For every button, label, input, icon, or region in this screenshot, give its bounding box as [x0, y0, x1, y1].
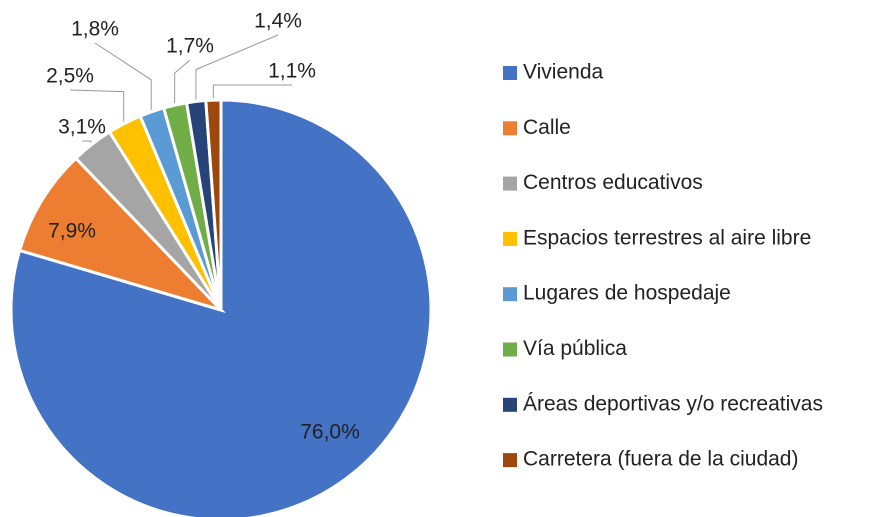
legend-label: Lugares de hospedaje [523, 282, 731, 305]
leader-line [195, 34, 279, 100]
legend-label: Vía pública [523, 337, 627, 360]
legend-swatch [503, 231, 517, 246]
legend-label: Áreas deportivas y/o recreativas [523, 392, 823, 415]
legend-label: Carretera (fuera de la ciudad) [523, 448, 798, 471]
pie-slice [17, 156, 226, 314]
data-label: 76,0% [300, 421, 360, 444]
data-label: 1,7% [166, 35, 214, 58]
legend-swatch [503, 397, 517, 412]
legend-swatch [503, 66, 517, 80]
pie-slice [204, 98, 223, 311]
leader-line [174, 59, 191, 104]
legend-swatch [503, 453, 517, 468]
data-label: 3,1% [58, 116, 106, 139]
pie-slice [9, 98, 433, 517]
leader-line [69, 89, 125, 122]
legend-swatch [503, 121, 517, 136]
data-label: 1,1% [268, 60, 316, 83]
legend-label: Centros educativos [523, 171, 703, 194]
leader-line [94, 42, 152, 110]
legend-swatch [503, 342, 517, 357]
leader-line [212, 84, 292, 99]
leader-line [82, 140, 92, 143]
legend-label: Vivienda [523, 61, 603, 84]
legend-swatch [503, 287, 517, 302]
legend-label: Calle [523, 116, 571, 139]
legend-label: Espacios terrestres al aire libre [523, 226, 811, 249]
data-label: 7,9% [48, 220, 96, 243]
legend-swatch [503, 176, 517, 191]
data-label: 1,8% [71, 18, 119, 41]
data-label: 2,5% [46, 65, 94, 88]
data-label: 1,4% [254, 10, 302, 33]
